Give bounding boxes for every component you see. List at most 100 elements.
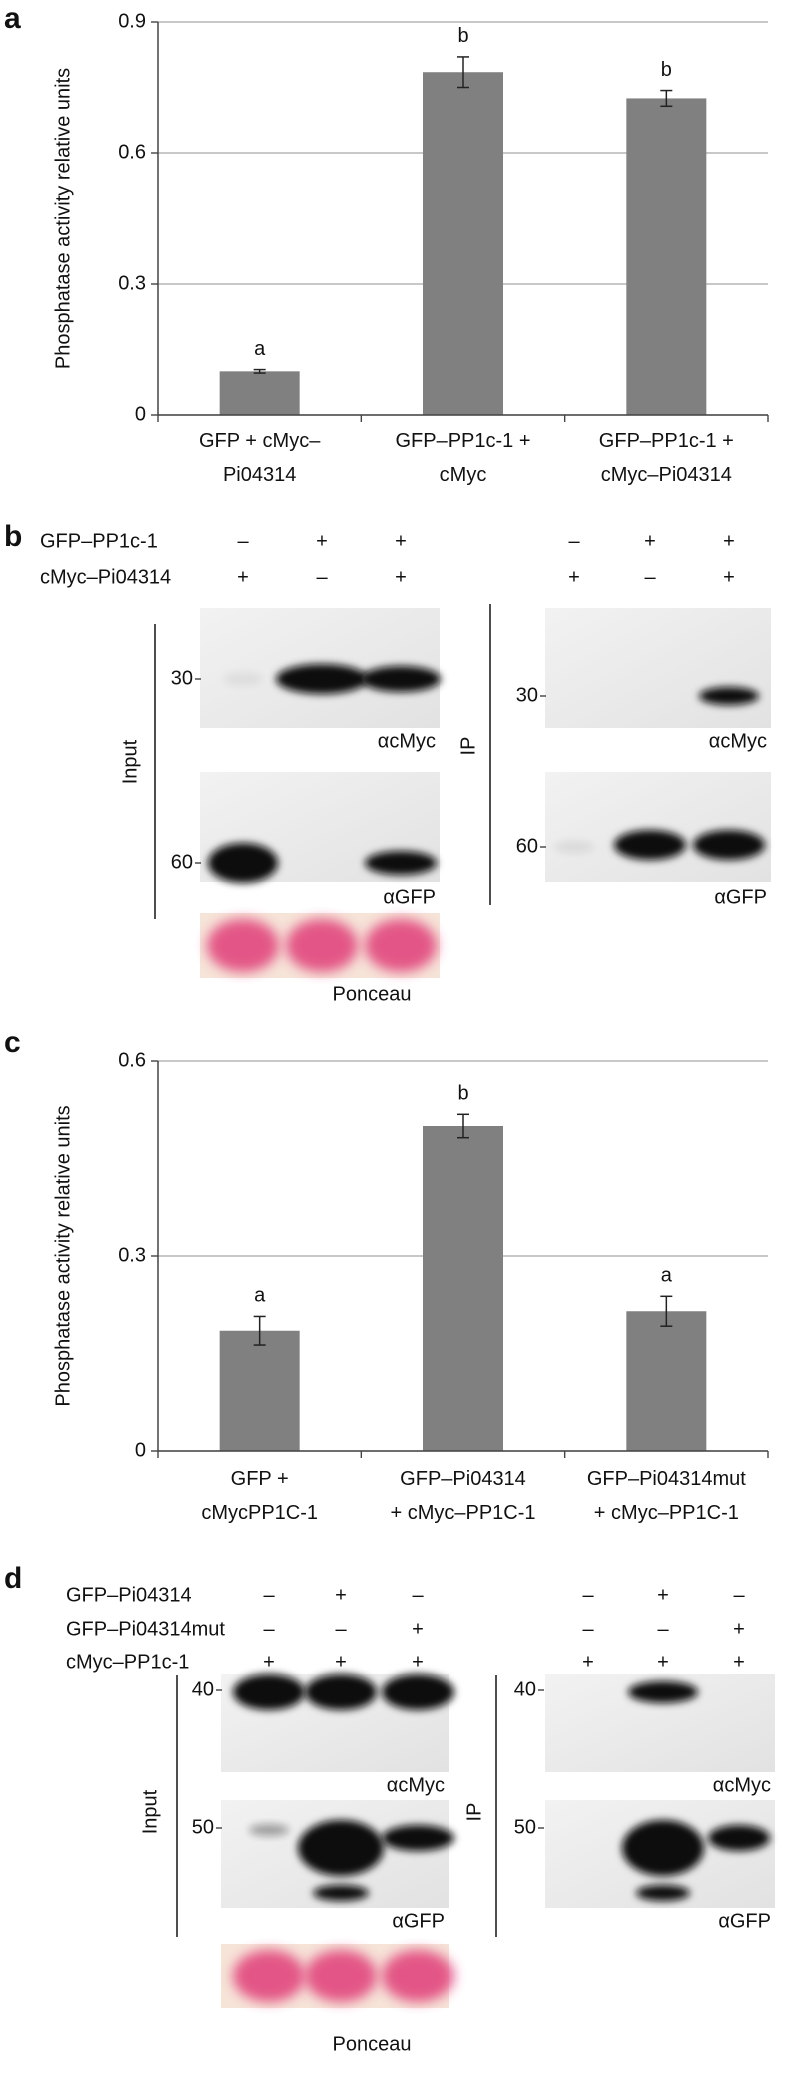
lane-sign: +	[723, 530, 735, 552]
blot-band	[693, 830, 765, 860]
antibody-label: αcMyc	[378, 730, 436, 752]
blot-image	[221, 1674, 454, 1772]
group-label: IP	[457, 737, 479, 756]
lane-sign: +	[412, 1618, 424, 1640]
blot-image	[200, 608, 441, 728]
lane-sign: +	[263, 1651, 275, 1673]
y-axis-label: Phosphatase activity relative units	[52, 1105, 74, 1406]
blot-image	[545, 1674, 775, 1772]
ponceau-band	[233, 1950, 305, 2002]
lane-sign: –	[733, 1584, 745, 1606]
blot-image	[200, 772, 440, 883]
significance-letter: a	[661, 1265, 673, 1287]
panel-letter: b	[4, 520, 22, 553]
antibody-label: αcMyc	[709, 730, 767, 752]
ponceau-image	[221, 1944, 454, 2008]
lane-sign: +	[723, 566, 735, 588]
blot-band	[382, 1674, 454, 1710]
condition-label: GFP–Pi04314mut	[66, 1618, 225, 1640]
antibody-label: αGFP	[392, 1910, 445, 1932]
lane-sign: –	[335, 1618, 347, 1640]
lane-sign: –	[237, 530, 249, 552]
lane-sign: +	[568, 566, 580, 588]
lane-sign: –	[263, 1584, 275, 1606]
significance-letter: a	[254, 1285, 266, 1307]
lane-sign: +	[657, 1651, 669, 1673]
blot-band	[699, 687, 759, 705]
lane-sign: +	[657, 1584, 669, 1606]
blot-band	[365, 851, 437, 875]
blot-band	[223, 672, 263, 686]
bar	[423, 1126, 503, 1451]
x-tick-label: GFP–PP1c-1 + cMyc	[395, 430, 530, 486]
blot-band	[233, 1674, 305, 1710]
error-bar	[660, 1295, 673, 1327]
group-label: Input	[119, 739, 141, 784]
marker-label: 40	[192, 1678, 214, 1700]
lane-sign: +	[335, 1584, 347, 1606]
blot-film	[545, 608, 771, 728]
lane-sign: +	[733, 1651, 745, 1673]
blot-band	[298, 1820, 384, 1876]
bar	[219, 1330, 300, 1451]
antibody-label: αGFP	[718, 1910, 771, 1932]
group-label: IP	[463, 1803, 485, 1822]
y-tick-label: 0	[135, 1439, 146, 1461]
marker-label: 30	[516, 684, 538, 706]
x-tick-label: GFP–PP1c-1 + cMyc–Pi04314	[599, 430, 734, 486]
marker-label: 60	[171, 851, 193, 873]
lane-sign: +	[335, 1651, 347, 1673]
error-bar	[660, 89, 673, 108]
ponceau-image	[200, 913, 440, 978]
lane-sign: +	[644, 530, 656, 552]
lane-sign: +	[733, 1618, 745, 1640]
marker-label: 40	[514, 1678, 536, 1700]
blot-band	[614, 830, 686, 860]
ponceau-band	[286, 919, 358, 972]
lane-sign: +	[395, 566, 407, 588]
x-tick-label: GFP–Pi04314mut + cMyc–PP1C-1	[587, 1468, 746, 1524]
lane-sign: –	[582, 1584, 594, 1606]
condition-label: cMyc–Pi04314	[40, 566, 171, 588]
y-tick-label: 0.3	[118, 272, 146, 294]
blot-band	[708, 1825, 770, 1851]
lane-sign: –	[263, 1618, 275, 1640]
x-tick-label: GFP + cMyc– Pi04314	[199, 430, 321, 486]
blot-band	[554, 841, 594, 853]
blot-band	[361, 666, 441, 692]
bar	[626, 1311, 707, 1451]
ponceau-band	[382, 1950, 454, 2002]
lane-sign: –	[644, 566, 656, 588]
y-tick-label: 0.9	[118, 10, 146, 32]
significance-letter: b	[661, 59, 672, 81]
marker-label: 60	[516, 835, 538, 857]
lane-sign: –	[657, 1618, 669, 1640]
error-bar	[457, 1113, 469, 1139]
lane-sign: –	[568, 530, 580, 552]
lane-sign: –	[316, 566, 328, 588]
significance-letter: b	[457, 25, 468, 47]
stain-label: Ponceau	[333, 983, 412, 1005]
blot-band	[305, 1674, 377, 1710]
y-axis-label: Phosphatase activity relative units	[52, 68, 74, 369]
lane-sign: –	[412, 1584, 424, 1606]
panel-letter: d	[4, 1562, 22, 1595]
group-label: Input	[139, 1789, 161, 1834]
significance-letter: a	[254, 338, 266, 360]
bar	[219, 371, 300, 415]
error-bar	[253, 1315, 266, 1346]
significance-letter: b	[457, 1083, 468, 1105]
antibody-label: αGFP	[383, 886, 436, 908]
ponceau-band	[365, 919, 437, 972]
y-tick-label: 0.6	[118, 1049, 146, 1071]
antibody-label: αcMyc	[713, 1774, 771, 1796]
marker-label: 50	[192, 1816, 214, 1838]
marker-label: 50	[514, 1816, 536, 1838]
blot-band	[622, 1820, 704, 1876]
condition-label: GFP–PP1c-1	[40, 530, 158, 552]
error-bar	[253, 368, 266, 374]
lane-sign: +	[237, 566, 249, 588]
blot-band	[636, 1885, 690, 1901]
stain-label: Ponceau	[333, 2033, 412, 2055]
